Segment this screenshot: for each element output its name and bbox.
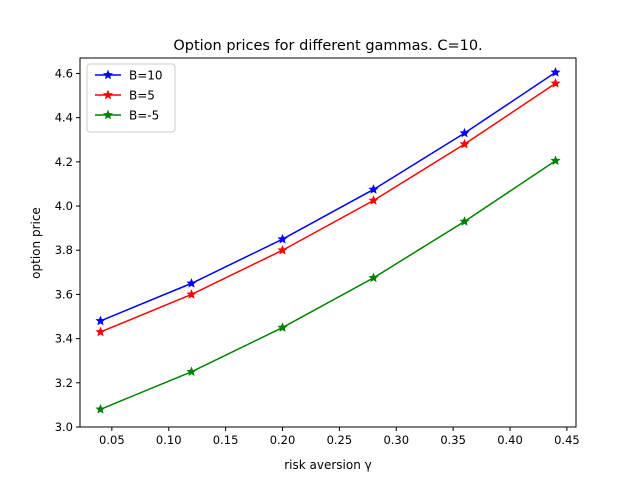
data-point-0-0: [95, 315, 106, 326]
plot-area: 0.05 0.10 0.15 0.20 0.25 0.30 0.35 0.40 0.45 3.0 3…: [55, 57, 580, 447]
data-point-0-2: [277, 233, 288, 244]
data-point-0-5: [550, 67, 561, 77]
data-point-2-4: [459, 216, 470, 226]
x-tick-label: 0.40: [497, 433, 523, 447]
legend-label: B=5: [129, 89, 155, 103]
data-point-0-4: [459, 127, 470, 138]
x-tick-label: 0.35: [440, 433, 466, 447]
data-point-2-1: [186, 366, 197, 377]
chart-title: Option prices for different gammas. C=10…: [173, 38, 482, 54]
series-line-0: [100, 71, 556, 322]
y-tick-label: 4.2: [55, 155, 73, 169]
data-point-1-2: [277, 244, 288, 255]
series-line-1: [100, 82, 556, 333]
y-tick-label: 3.4: [55, 332, 73, 346]
data-point-1-5: [550, 78, 561, 88]
data-point-1-0: [95, 326, 106, 337]
x-tick-label: 0.30: [383, 433, 409, 447]
y-tick-label: 3.8: [55, 243, 73, 257]
data-point-2-3: [368, 272, 379, 283]
data-point-2-0: [95, 404, 106, 414]
x-axis-label: risk aversion γ: [284, 458, 372, 472]
data-point-2-2: [277, 322, 288, 332]
x-tick-label: 0.45: [554, 433, 580, 447]
legend-label: B=-5: [129, 109, 159, 123]
y-tick-label: 4.4: [55, 111, 73, 125]
x-tick-label: 0.25: [327, 433, 353, 447]
x-tick-label: 0.20: [270, 433, 296, 447]
y-tick-label: 3.6: [55, 287, 73, 301]
x-tick-label: 0.15: [213, 433, 239, 447]
legend-label: B=10: [129, 69, 163, 83]
data-point-0-3: [368, 184, 379, 194]
x-tick-label: 0.10: [156, 433, 182, 447]
legend: B=10 B=5 B=-5: [86, 63, 176, 133]
data-point-1-1: [186, 289, 197, 299]
data-point-2-5: [550, 155, 561, 166]
data-point-0-1: [186, 278, 197, 288]
series-line-2: [100, 160, 556, 411]
legend-marker-2: [102, 109, 114, 120]
x-tick-label: 0.05: [99, 433, 125, 447]
y-tick-label: 3.2: [55, 376, 73, 390]
legend-marker-0: [102, 69, 114, 80]
data-point-1-4: [459, 138, 470, 149]
axes-frame: [79, 57, 577, 428]
y-tick-label: 4.6: [55, 66, 73, 80]
data-point-1-3: [368, 195, 379, 205]
y-axis-label: option price: [29, 207, 43, 279]
legend-marker-1: [102, 89, 114, 100]
y-tick-label: 4.0: [55, 199, 73, 213]
y-tick-label: 3.0: [55, 420, 73, 434]
